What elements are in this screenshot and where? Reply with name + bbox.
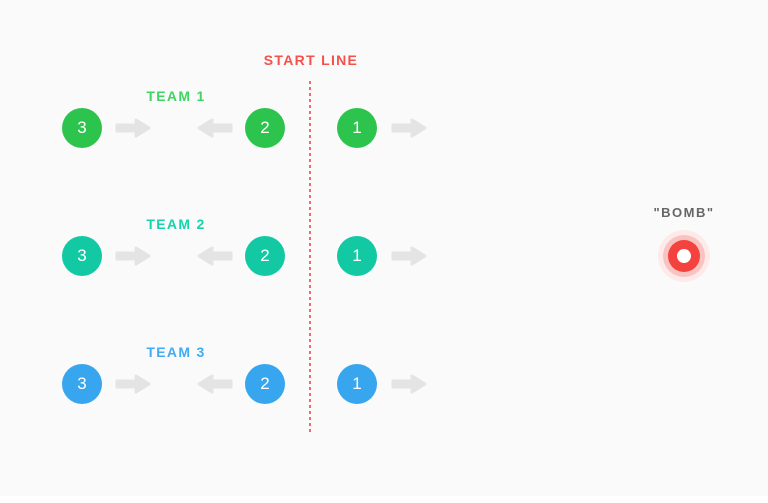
bomb-label: "BOMB" <box>653 205 715 220</box>
bomb-core <box>668 240 700 272</box>
team-1-player-3: 3 <box>62 108 102 148</box>
team-1-label: TEAM 1 <box>146 88 206 104</box>
team-2-player-2: 2 <box>245 236 285 276</box>
team-2-label: TEAM 2 <box>146 216 206 232</box>
team-1-player-1: 1 <box>337 108 377 148</box>
team-3-player-2: 2 <box>245 364 285 404</box>
team-3-player-1: 1 <box>337 364 377 404</box>
arrow-right-icon <box>114 374 152 394</box>
bottom-strip <box>0 496 768 503</box>
arrow-left-icon <box>196 118 234 138</box>
team-2-player-3: 3 <box>62 236 102 276</box>
bomb-ring <box>663 235 705 277</box>
start-line-label: START LINE <box>263 52 359 68</box>
bomb-target-icon <box>658 230 710 282</box>
team-3-player-3: 3 <box>62 364 102 404</box>
arrow-right-icon <box>390 374 428 394</box>
team-3-label: TEAM 3 <box>146 344 206 360</box>
team-2-player-1: 1 <box>337 236 377 276</box>
arrow-left-icon <box>196 246 234 266</box>
arrow-right-icon <box>114 246 152 266</box>
bomb-center-dot <box>677 249 691 263</box>
arrow-left-icon <box>196 374 234 394</box>
team-1-player-2: 2 <box>245 108 285 148</box>
arrow-right-icon <box>390 118 428 138</box>
start-line-divider <box>309 81 311 433</box>
arrow-right-icon <box>390 246 428 266</box>
arrow-right-icon <box>114 118 152 138</box>
